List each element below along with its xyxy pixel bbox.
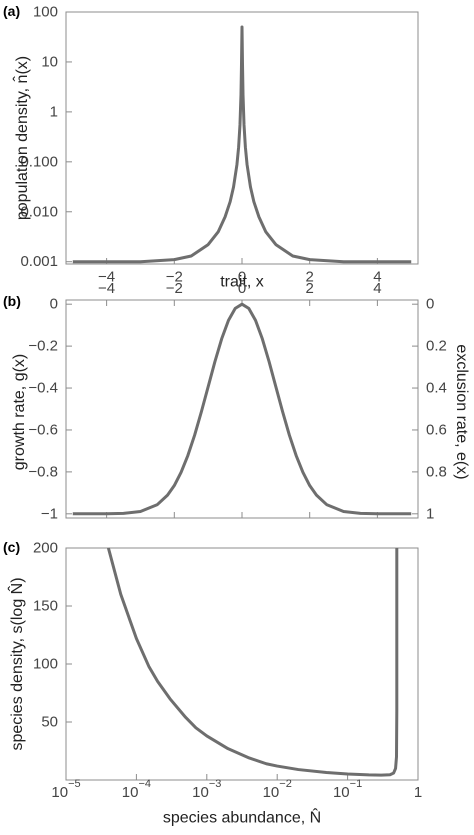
x-tick-label: 2 — [306, 268, 314, 285]
x-tick-label: 10−3 — [192, 778, 221, 801]
y-tick-label: 0.100 — [20, 153, 58, 170]
y-tick-label: 1 — [50, 103, 58, 120]
panel-c: (c) 10−5 10−4 10−3 10−2 10−1 1 50 100 150 200 sp… — [3, 539, 422, 826]
panel-c-y-axis-label: species density, s(log N̂) — [6, 577, 26, 750]
x-tick-label: 2 — [306, 280, 314, 297]
right-y-tick-label: 0.6 — [426, 421, 447, 438]
panel-c-y-ticks: 50 100 150 200 — [33, 540, 72, 731]
x-tick-label: 10−5 — [51, 778, 80, 801]
panel-b-right-y-axis-label: exclusion rate, e(x) — [453, 344, 470, 479]
x-tick-label: 10−1 — [333, 778, 362, 801]
y-tick-label: −1 — [41, 505, 58, 522]
x-tick-label: 4 — [373, 280, 381, 297]
x-tick-label: 4 — [373, 268, 381, 285]
panel-a-y-axis-label: population density, n̂(x) — [11, 56, 31, 220]
panel-a-y-ticks: 0.001 0.010 0.100 1 10 100 — [20, 4, 72, 270]
right-y-tick-label: 1 — [426, 505, 434, 522]
panel-b-x-ticks: −4 −2 0 2 4 — [98, 280, 382, 518]
x-tick-label: −4 — [98, 280, 115, 297]
panel-a-label: (a) — [3, 3, 20, 19]
panel-a: (a) −4 −2 0 2 4 0.001 0.010 0.100 1 10 100 trait,… — [3, 3, 419, 290]
right-y-tick-label: 0.8 — [426, 463, 447, 480]
x-tick-label: 0 — [238, 268, 246, 285]
x-tick-label: −4 — [98, 268, 115, 285]
y-tick-label: 10 — [41, 53, 58, 70]
y-tick-label: 200 — [33, 540, 58, 557]
x-tick-label: −2 — [166, 280, 183, 297]
y-tick-label: 100 — [33, 656, 58, 673]
panel-c-x-axis-label: species abundance, N̂ — [163, 807, 321, 827]
right-y-tick-label: 0.4 — [426, 380, 447, 397]
x-tick-label: 0 — [238, 280, 246, 297]
panel-b-y-ticks: 0 −0.2 −0.4 −0.6 −0.8 −1 — [28, 296, 72, 522]
y-tick-label: 100 — [33, 4, 58, 21]
y-tick-label: 0 — [50, 296, 58, 313]
panel-a-x-ticks: −4 −2 0 2 4 — [98, 258, 382, 285]
panel-b-y-axis-label: growth rate, g(x) — [11, 354, 28, 470]
y-tick-label: 150 — [33, 598, 58, 615]
right-y-tick-label: 0 — [426, 296, 434, 313]
panel-a-series-line — [72, 25, 412, 264]
panel-b-label: (b) — [3, 293, 21, 309]
y-tick-label: 0.010 — [20, 203, 58, 220]
panel-b-frame — [65, 299, 419, 519]
y-tick-label: 50 — [41, 714, 58, 731]
x-tick-label: 1 — [414, 784, 422, 801]
y-tick-label: −0.6 — [28, 421, 58, 438]
panel-b-series-line — [72, 302, 412, 516]
panel-c-series-line — [106, 547, 399, 777]
right-y-tick-label: 0.2 — [426, 338, 447, 355]
x-tick-label: 10−4 — [122, 778, 151, 801]
y-tick-label: −0.8 — [28, 463, 58, 480]
x-tick-label: −2 — [166, 268, 183, 285]
panel-c-label: (c) — [3, 539, 20, 555]
panel-b-right-y-ticks: 0 0.2 0.4 0.6 0.8 1 — [412, 296, 447, 522]
y-tick-label: −0.2 — [28, 338, 58, 355]
panel-b: (b) −4 −2 0 2 4 0−0.2−0.4−0.6−0.8−1 00.20.40… — [3, 280, 470, 522]
y-tick-label: −0.4 — [28, 380, 58, 397]
y-tick-label: 0.001 — [20, 253, 58, 270]
panel-a-x-axis-label: trait, x — [220, 273, 264, 290]
panel-c-x-ticks: 10−5 10−4 10−3 10−2 10−1 1 — [51, 774, 422, 801]
x-tick-label: 10−2 — [263, 778, 292, 801]
